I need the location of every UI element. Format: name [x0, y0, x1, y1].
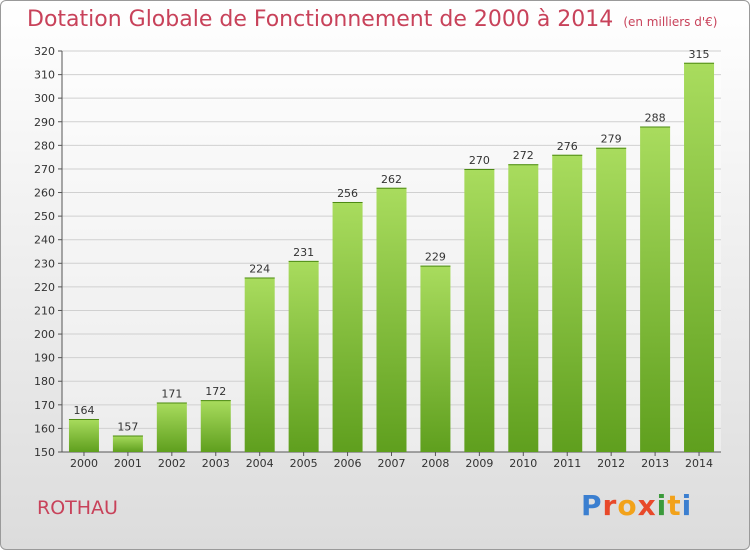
y-tick-label: 240	[34, 234, 55, 247]
y-tick-label: 310	[34, 69, 55, 82]
chart-subtitle: (en milliers d'€)	[623, 15, 718, 29]
data-label: 315	[689, 48, 710, 61]
x-tick-label: 2007	[378, 457, 406, 470]
data-label: 279	[601, 133, 622, 146]
x-tick-label: 2013	[641, 457, 669, 470]
y-tick-label: 220	[34, 281, 55, 294]
data-label: 270	[469, 154, 490, 167]
x-tick-label: 2001	[114, 457, 142, 470]
x-tick-label: 2002	[158, 457, 186, 470]
x-tick-label: 2009	[465, 457, 493, 470]
data-label: 224	[249, 262, 270, 275]
x-tick-label: 2006	[334, 457, 362, 470]
y-tick-label: 210	[34, 304, 55, 317]
logo-letter: o	[617, 489, 638, 522]
y-tick-label: 170	[34, 399, 55, 412]
x-tick-label: 2011	[553, 457, 581, 470]
bar	[552, 154, 583, 452]
data-label: 272	[513, 149, 534, 162]
y-tick-label: 160	[34, 422, 55, 435]
y-tick-label: 250	[34, 210, 55, 223]
x-tick-label: 2003	[202, 457, 230, 470]
y-tick-label: 230	[34, 257, 55, 270]
bar	[684, 62, 715, 452]
data-label: 231	[293, 246, 314, 259]
logo-letter: P	[581, 489, 603, 522]
y-tick-label: 300	[34, 92, 55, 105]
chart-title: Dotation Globale de Fonctionnement de 20…	[27, 7, 717, 32]
x-tick-label: 2014	[685, 457, 713, 470]
x-tick-label: 2008	[421, 457, 449, 470]
data-label: 229	[425, 251, 446, 264]
bar	[596, 147, 627, 452]
logo-letter: r	[602, 489, 618, 522]
bar	[68, 418, 99, 452]
data-label: 164	[73, 404, 94, 417]
bar	[420, 265, 451, 452]
logo-letter: t	[667, 489, 682, 522]
y-tick-label: 260	[34, 187, 55, 200]
bar	[288, 260, 319, 452]
data-label: 171	[161, 387, 182, 400]
y-tick-label: 290	[34, 116, 55, 129]
y-tick-label: 270	[34, 163, 55, 176]
bar	[332, 201, 363, 452]
bar	[640, 126, 671, 452]
y-tick-label: 190	[34, 352, 55, 365]
y-tick-label: 280	[34, 139, 55, 152]
y-tick-label: 180	[34, 375, 55, 388]
bar	[376, 187, 407, 452]
commune-name: ROTHAU	[37, 497, 118, 519]
proxiti-logo: Proxiti	[581, 489, 692, 522]
y-tick-label: 150	[34, 446, 55, 459]
bar	[112, 435, 143, 452]
data-label: 172	[205, 385, 226, 398]
bar	[244, 277, 275, 452]
x-tick-label: 2005	[290, 457, 318, 470]
y-tick-label: 320	[34, 45, 55, 58]
data-label: 157	[117, 420, 138, 433]
x-tick-label: 2004	[246, 457, 274, 470]
data-label: 256	[337, 187, 358, 200]
data-label: 276	[557, 140, 578, 153]
logo-letter: i	[656, 489, 668, 522]
x-tick-label: 2010	[509, 457, 537, 470]
chart-title-text: Dotation Globale de Fonctionnement de 20…	[27, 7, 614, 32]
logo-letter: x	[637, 489, 657, 522]
bar	[508, 164, 539, 453]
y-tick-label: 200	[34, 328, 55, 341]
bar	[464, 168, 495, 453]
bar	[156, 402, 187, 452]
x-tick-label: 2012	[597, 457, 625, 470]
x-tick-label: 2000	[70, 457, 98, 470]
logo-letter: i	[681, 489, 693, 522]
bar	[200, 400, 231, 452]
data-label: 288	[645, 111, 666, 124]
data-label: 262	[381, 173, 402, 186]
